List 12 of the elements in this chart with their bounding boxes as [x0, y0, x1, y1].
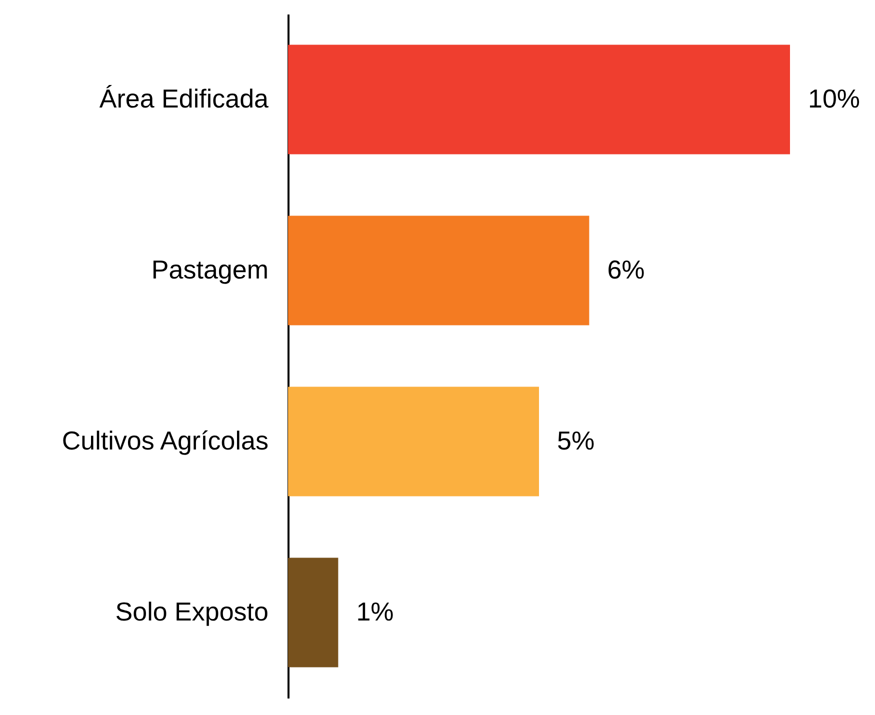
bar — [288, 216, 590, 326]
bar — [288, 558, 338, 668]
y-tick-label: Pastagem — [151, 254, 268, 284]
data-label: 6% — [607, 254, 645, 284]
data-label: 5% — [557, 426, 595, 456]
bar — [288, 386, 539, 496]
y-tick-label: Solo Exposto — [115, 596, 268, 626]
y-tick-label: Área Edificada — [99, 84, 270, 114]
data-label: 1% — [356, 596, 394, 626]
data-label: 10% — [808, 84, 860, 114]
bar — [288, 44, 790, 154]
y-tick-label: Cultivos Agrícolas — [62, 426, 268, 456]
